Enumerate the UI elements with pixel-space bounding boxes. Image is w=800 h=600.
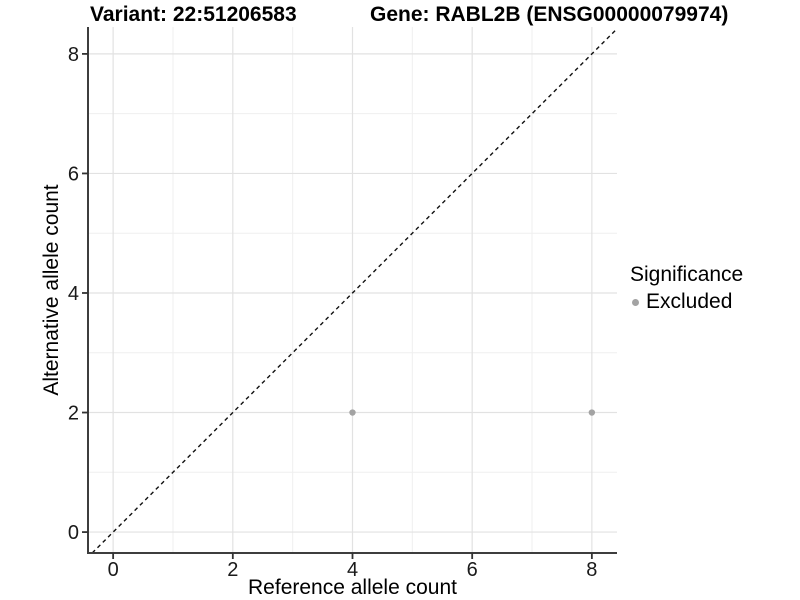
gene-title: Gene: RABL2B (ENSG00000079974) [370, 3, 729, 26]
legend-point-icon [632, 298, 639, 306]
data-point [349, 409, 356, 416]
legend-item-excluded: Excluded [630, 290, 743, 314]
y-axis-title: Alternative allele count [40, 184, 63, 396]
variant-title: Variant: 22:51206583 [90, 3, 297, 26]
y-tick-label: 4 [68, 283, 79, 305]
x-tick-label: 2 [227, 559, 238, 581]
x-tick-label: 6 [467, 559, 478, 581]
legend-title: Significance [630, 263, 744, 286]
x-tick-label: 0 [108, 559, 119, 581]
y-tick-label: 6 [68, 163, 79, 185]
legend: Significance Excluded [630, 263, 743, 314]
y-tick-label: 0 [68, 522, 79, 544]
y-tick-label: 2 [68, 403, 79, 425]
data-point [588, 409, 596, 416]
y-tick-label: 8 [68, 44, 79, 66]
legend-item-label: Excluded [646, 290, 733, 313]
x-tick-label: 4 [347, 559, 358, 581]
identity-reference-line [91, 28, 618, 554]
x-tick-label: 8 [586, 559, 597, 581]
x-axis-title: Reference allele count [248, 576, 457, 599]
